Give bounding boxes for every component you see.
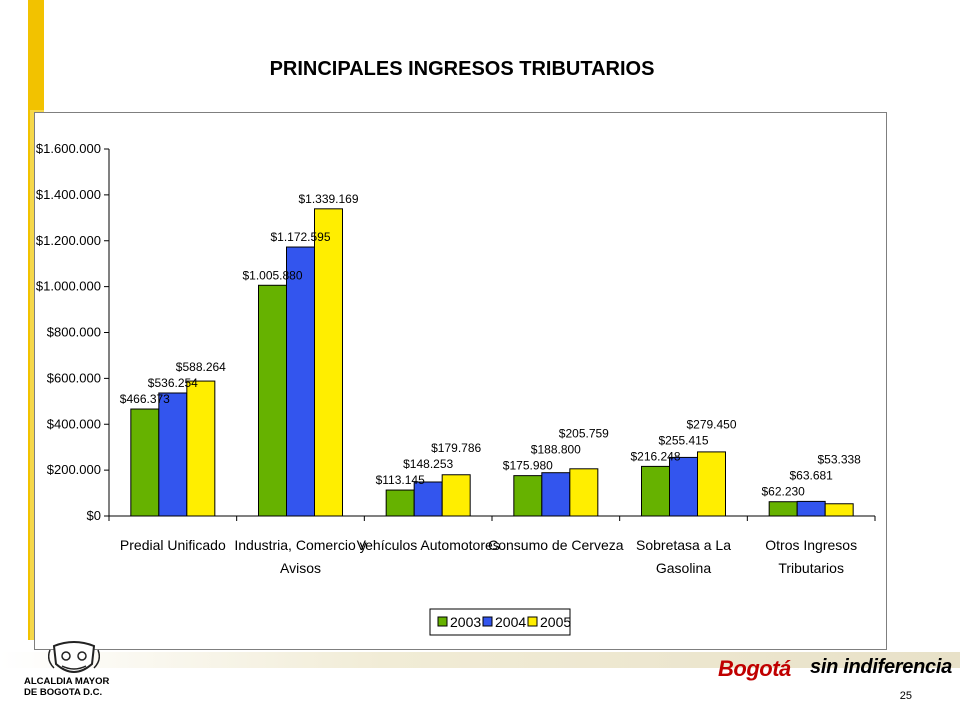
x-tick-label: Predial Unificado: [120, 537, 226, 553]
bar-2005: [441, 474, 471, 517]
brand-word-bogota: Bogotá: [718, 656, 791, 681]
y-tick-label: $1.600.000: [36, 141, 101, 156]
y-tick-label: $1.200.000: [36, 233, 101, 248]
bar-2004: [541, 472, 571, 517]
legend-swatch-2003: [437, 616, 448, 627]
y-tick-label: $1.000.000: [36, 279, 101, 294]
legend-label-2005: 2005: [540, 614, 571, 630]
x-tick-label: Industria, Comercio y: [234, 537, 366, 553]
y-tick-label: $400.000: [47, 416, 101, 431]
y-tick-label: $800.000: [47, 325, 101, 340]
institution-logo-text: ALCALDIA MAYOR DE BOGOTA D.C.: [24, 676, 109, 698]
legend-box: [429, 608, 571, 636]
legend-swatch-2005: [527, 616, 538, 627]
institution-line-1: ALCALDIA MAYOR: [24, 676, 110, 687]
bar-2004: [796, 500, 826, 517]
bar-2003: [130, 408, 160, 517]
page-number: 25: [899, 690, 912, 702]
x-tick-label: Otros Ingresos: [765, 537, 857, 553]
x-tick-label: Sobretasa a La: [636, 537, 731, 553]
data-label: $466.373: [120, 392, 170, 406]
bar-chart: $0 $200.000 $400.000 $600.000 $800.000 $1.000…: [36, 141, 876, 636]
legend-label-2004: 2004: [495, 614, 526, 630]
chart-frame: $0 $200.000 $400.000 $600.000 $800.000 $1.000…: [34, 112, 887, 650]
bar-2003: [385, 489, 415, 517]
data-label: $53.338: [817, 453, 861, 467]
bar-2003: [768, 501, 798, 517]
data-label: $1.339.169: [298, 192, 358, 206]
data-label: $216.248: [630, 449, 680, 463]
x-tick-label: Avisos: [280, 560, 321, 576]
y-tick-label: $200.000: [47, 462, 101, 477]
bar-2003: [258, 284, 287, 517]
y-tick-label: $600.000: [47, 370, 101, 385]
data-label: $279.450: [686, 417, 736, 431]
footer-band: [0, 652, 960, 668]
data-label: $179.786: [431, 441, 481, 455]
bar-2004: [158, 392, 188, 517]
bar-2005: [824, 503, 854, 517]
data-label: $63.681: [789, 469, 833, 483]
data-label: $113.145: [376, 473, 425, 487]
page-title: PRINCIPALES INGRESOS TRIBUTARIOS: [269, 58, 655, 80]
x-tick-label: Gasolina: [656, 560, 711, 576]
bar-2003: [641, 465, 670, 517]
data-label: $255.415: [658, 433, 708, 447]
legend-label-2003: 2003: [450, 614, 481, 630]
data-label: $148.253: [403, 457, 453, 471]
data-label: $536.254: [148, 376, 198, 390]
x-tick-label: Consumo de Cerveza: [488, 537, 624, 553]
x-tick-label: Vehículos Automotores: [357, 537, 500, 553]
institution-line-2: DE BOGOTA D.C.: [24, 687, 103, 698]
bar-2005: [569, 468, 599, 517]
y-tick-label: $1.400.000: [36, 187, 101, 202]
legend-swatch-2004: [482, 616, 493, 627]
brand-word-sin-indiferencia: sin indiferencia: [810, 656, 952, 678]
bar-2005: [314, 208, 343, 517]
brand-logo: Bogotá sin indiferencia: [714, 652, 954, 684]
bar-2005: [186, 380, 216, 517]
data-label: $588.264: [176, 360, 226, 374]
x-tick-label: Tributarios: [778, 560, 844, 576]
data-label: $62.230: [761, 485, 805, 499]
data-label: $205.759: [559, 427, 609, 441]
bar-2003: [513, 475, 543, 517]
bar-2004: [669, 456, 698, 517]
coat-of-arms-logo: [48, 641, 100, 673]
y-tick-label: $0: [87, 508, 101, 523]
data-label: $1.005.880: [242, 268, 302, 282]
bar-2004: [286, 246, 315, 517]
bar-2004: [413, 481, 443, 517]
bar-2005: [697, 451, 726, 517]
data-label: $1.172.595: [270, 230, 330, 244]
data-label: $175.980: [503, 459, 553, 473]
data-label: $188.800: [531, 443, 581, 457]
